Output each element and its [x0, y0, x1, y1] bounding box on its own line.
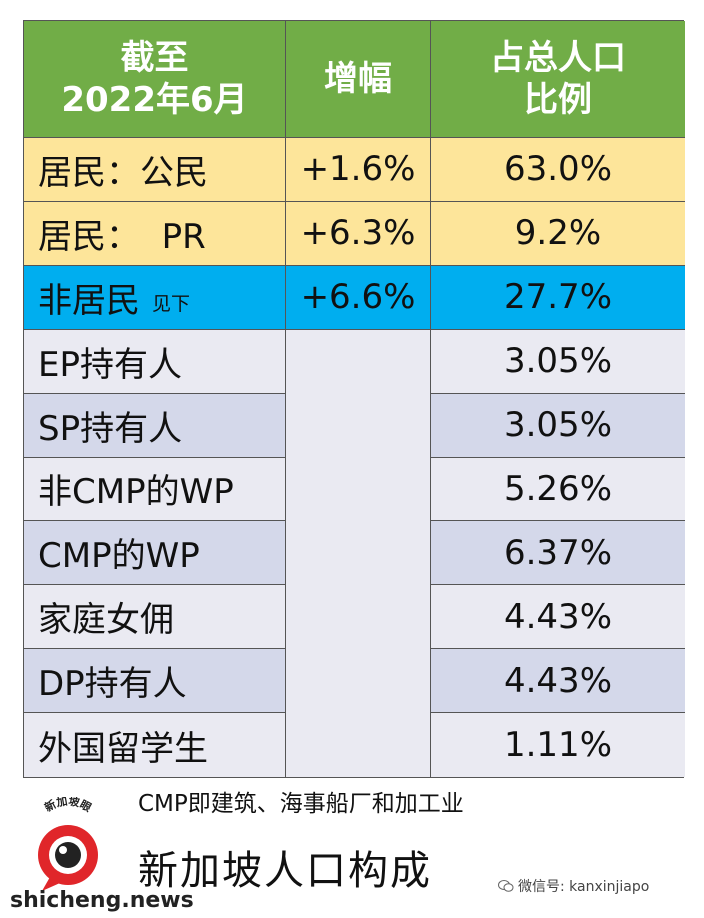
header-date-line2: 2022年6月 [61, 80, 248, 120]
wechat-icon [498, 880, 514, 892]
table-row-label: SP持有人 [24, 393, 286, 458]
logo-top-text: 新加坡眼 [42, 797, 93, 814]
table-row-label: DP持有人 [24, 649, 286, 714]
table-row-label: CMP的WP [24, 521, 286, 586]
row-citizen-growth: +1.6% [286, 138, 431, 202]
row-nonresident-label: 非居民 见下 [24, 265, 286, 330]
row-nonresident-text: 非居民 [38, 280, 140, 321]
population-table: 截至 2022年6月 增幅 占总人口 比例 居民：公民 +1.6% 63.0% … [23, 20, 685, 778]
table-row-label: 外国留学生 [24, 713, 286, 777]
table-row-label: 家庭女佣 [24, 585, 286, 650]
table-row-label: 非CMP的WP [24, 457, 286, 522]
table-row-share: 1.11% [431, 713, 685, 777]
table-row-share: 4.43% [431, 649, 685, 714]
row-pr-label: 居民： PR [24, 201, 286, 266]
row-nonresident-note: 见下 [152, 292, 191, 315]
row-nonresident-share: 27.7% [431, 265, 685, 330]
header-date-line1: 截至 [120, 37, 189, 78]
wechat-watermark: 微信号: kanxinjiapo [498, 876, 649, 896]
wechat-id: 微信号: kanxinjiapo [518, 879, 650, 895]
logo-url: shicheng.news [10, 888, 194, 913]
footnote: CMP即建筑、海事船厂和加工业 [138, 791, 464, 817]
header-share-line1: 占总人口 [490, 37, 626, 78]
header-date: 截至 2022年6月 [24, 21, 286, 138]
table-row-share: 5.26% [431, 457, 685, 522]
header-share: 占总人口 比例 [431, 21, 685, 138]
empty-growth-column [286, 329, 431, 777]
caption: 新加坡人口构成 [138, 848, 432, 894]
row-pr-share: 9.2% [431, 201, 685, 266]
row-citizen-share: 63.0% [431, 138, 685, 202]
table-row-share: 4.43% [431, 585, 685, 650]
row-pr-growth: +6.3% [286, 201, 431, 266]
logo-icon: 新加坡眼 [38, 797, 98, 891]
row-citizen-label: 居民：公民 [24, 138, 286, 202]
table-row-share: 3.05% [431, 393, 685, 458]
svg-text:新加坡眼: 新加坡眼 [42, 797, 93, 814]
table-row-label: EP持有人 [24, 329, 286, 394]
table-row-share: 6.37% [431, 521, 685, 586]
table-row-share: 3.05% [431, 329, 685, 394]
header-share-line2: 比例 [524, 80, 592, 120]
row-nonresident-growth: +6.6% [286, 265, 431, 330]
header-growth: 增幅 [286, 21, 431, 138]
